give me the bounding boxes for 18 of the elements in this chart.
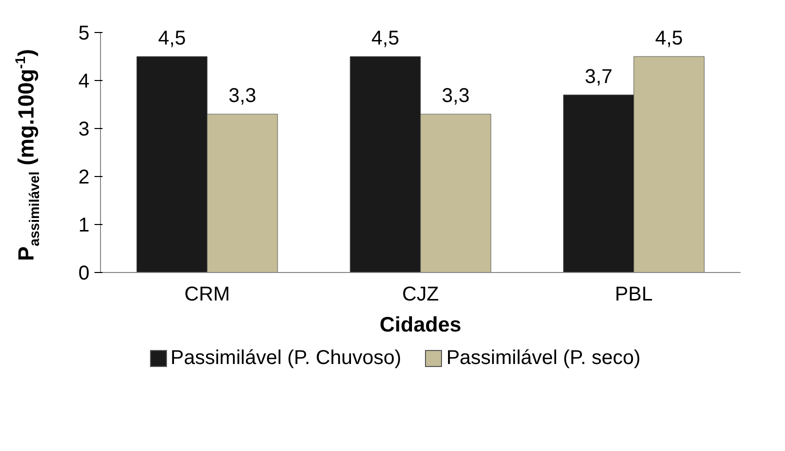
y-tick-label: 0 <box>78 262 90 284</box>
x-tick-label: CRM <box>184 284 230 306</box>
x-axis-title: Cidades <box>380 314 462 336</box>
x-tick-label: PBL <box>614 284 653 306</box>
data-label: 4,5 <box>371 28 400 50</box>
y-tick-label: 5 <box>78 22 90 44</box>
data-label: 3,3 <box>228 85 256 108</box>
legend-label: Passimilável (P. Chuvoso) <box>170 346 402 371</box>
y-tick-label: 3 <box>78 118 90 140</box>
x-tick-label: CJZ <box>402 284 439 306</box>
y-tick-label: 1 <box>78 214 90 236</box>
data-label: 3,3 <box>442 85 470 108</box>
y-tick-label: 4 <box>78 70 90 92</box>
data-label: 4,5 <box>655 28 683 50</box>
data-label: 4,5 <box>158 28 186 50</box>
y-tick-label: 2 <box>78 166 90 188</box>
legend-label: Passimilável (P. seco) <box>446 346 640 371</box>
data-label: 3,7 <box>584 66 613 88</box>
